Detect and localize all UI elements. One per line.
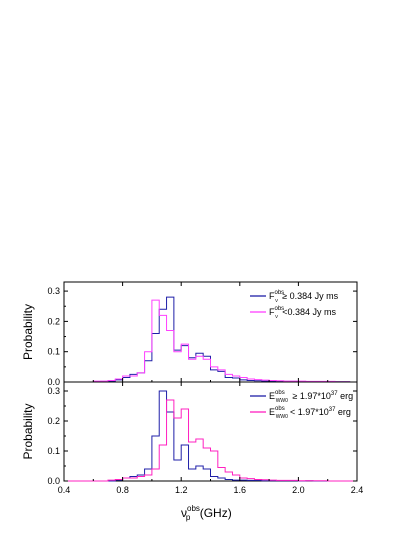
- x-tick-label: 0.8: [116, 485, 129, 495]
- x-tick-label: 1.6: [234, 485, 247, 495]
- y-axis-label: Probability: [21, 304, 35, 360]
- y-axis-label: Probability: [21, 403, 35, 459]
- y-tick-label: 0.1: [47, 446, 60, 456]
- x-tick-label: 0.4: [58, 485, 71, 495]
- y-tick-label: 0.2: [47, 316, 60, 326]
- panel-top: 0.0 0.1 0.2 0.3 Probability Fobs ν ≥ 0.384 Jy …: [21, 281, 358, 387]
- legend-label-2: Fobs ν <0.384 Jy ms: [269, 306, 336, 320]
- x-tick-label: 2.4: [351, 485, 364, 495]
- legend-label-1: Eobs WW0 ≥ 1.97*1037 erg: [269, 390, 353, 404]
- x-axis-label: νobs p (GHz): [181, 504, 232, 522]
- panel-bottom: 0.0 0.1 0.2 0.3 0.4 0.8 1.2 1.6 2.0 2.4 Probabilit…: [21, 381, 364, 522]
- legend-label-2: Eobs WW0 < 1.97*1037 erg: [269, 406, 351, 420]
- y-tick-label: 0.2: [47, 416, 60, 426]
- legend-label-1: Fobs ν ≥ 0.384 Jy ms: [269, 290, 339, 304]
- y-tick-label: 0.1: [47, 347, 60, 357]
- series-2-line: [64, 299, 357, 383]
- series-1-line: [64, 390, 357, 482]
- y-tick-label: 0.0: [47, 476, 60, 486]
- x-tick-label: 1.2: [175, 485, 188, 495]
- y-tick-label: 0.3: [47, 386, 60, 396]
- y-tick-label: 0.0: [47, 377, 60, 387]
- x-tick-label: 2.0: [292, 485, 305, 495]
- y-tick-label: 0.3: [47, 286, 60, 296]
